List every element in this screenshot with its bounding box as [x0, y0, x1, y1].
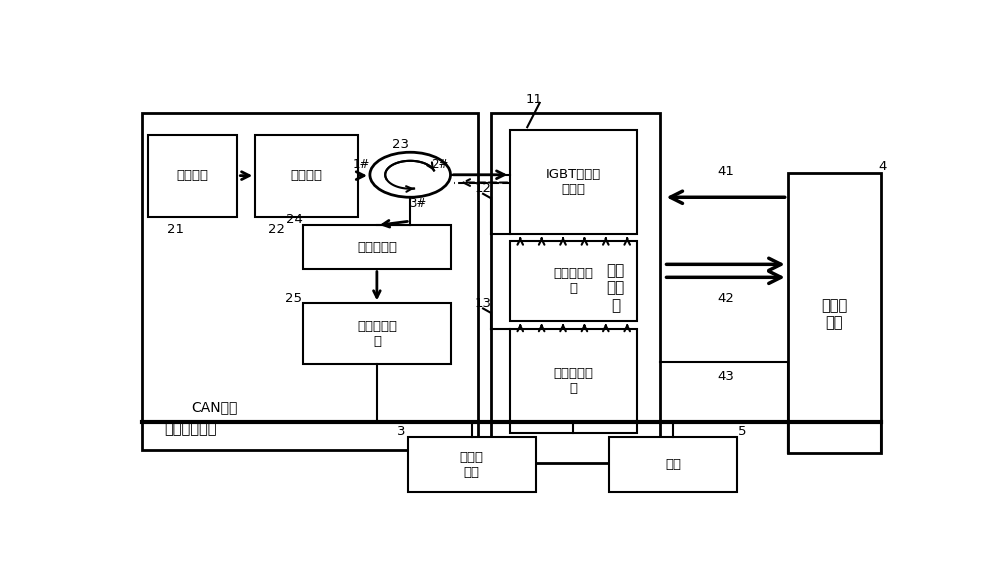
Bar	[609, 437, 737, 492]
Text: 41: 41	[717, 165, 734, 178]
Text: 5: 5	[738, 425, 747, 438]
Text: 电机
控制
器: 电机 控制 器	[606, 263, 625, 313]
Text: 信号处理模
块: 信号处理模 块	[357, 320, 397, 347]
Text: 13: 13	[475, 297, 492, 310]
Text: CAN总线: CAN总线	[191, 400, 237, 414]
Text: 42: 42	[717, 292, 734, 306]
Text: 宽带光源: 宽带光源	[177, 169, 209, 182]
Text: 23: 23	[392, 138, 409, 151]
Text: 光纤解调系统: 光纤解调系统	[165, 422, 217, 436]
Bar	[788, 174, 881, 452]
Bar	[303, 225, 450, 269]
Text: 4: 4	[879, 161, 887, 174]
Bar	[303, 303, 450, 364]
Bar	[148, 134, 237, 217]
Bar	[510, 130, 637, 234]
Text: 22: 22	[268, 223, 285, 236]
Text: 43: 43	[717, 370, 734, 383]
Bar	[491, 113, 660, 464]
Text: 11: 11	[526, 93, 543, 106]
Text: 12: 12	[475, 182, 492, 195]
Text: 热管理
系统: 热管理 系统	[821, 298, 847, 330]
Text: 24: 24	[286, 213, 302, 226]
Text: 光电转换器: 光电转换器	[357, 241, 397, 253]
Text: 25: 25	[285, 292, 302, 306]
Text: 控制电路模
块: 控制电路模 块	[553, 367, 593, 395]
Text: 3: 3	[397, 425, 406, 438]
Text: 21: 21	[167, 223, 184, 236]
Text: 1#: 1#	[353, 158, 370, 171]
Bar	[408, 437, 536, 492]
Bar	[510, 242, 637, 320]
Text: 光隔离器: 光隔离器	[290, 169, 322, 182]
Text: 整车控
制器: 整车控 制器	[460, 451, 484, 479]
Text: IGBT功率模
块总成: IGBT功率模 块总成	[545, 168, 601, 196]
Bar	[142, 113, 478, 450]
Text: 3#: 3#	[409, 197, 427, 210]
Bar	[510, 329, 637, 433]
Text: 2#: 2#	[431, 158, 448, 171]
Bar	[255, 134, 358, 217]
Text: 驱动电路模
块: 驱动电路模 块	[553, 267, 593, 295]
Text: 仪表: 仪表	[665, 458, 681, 471]
